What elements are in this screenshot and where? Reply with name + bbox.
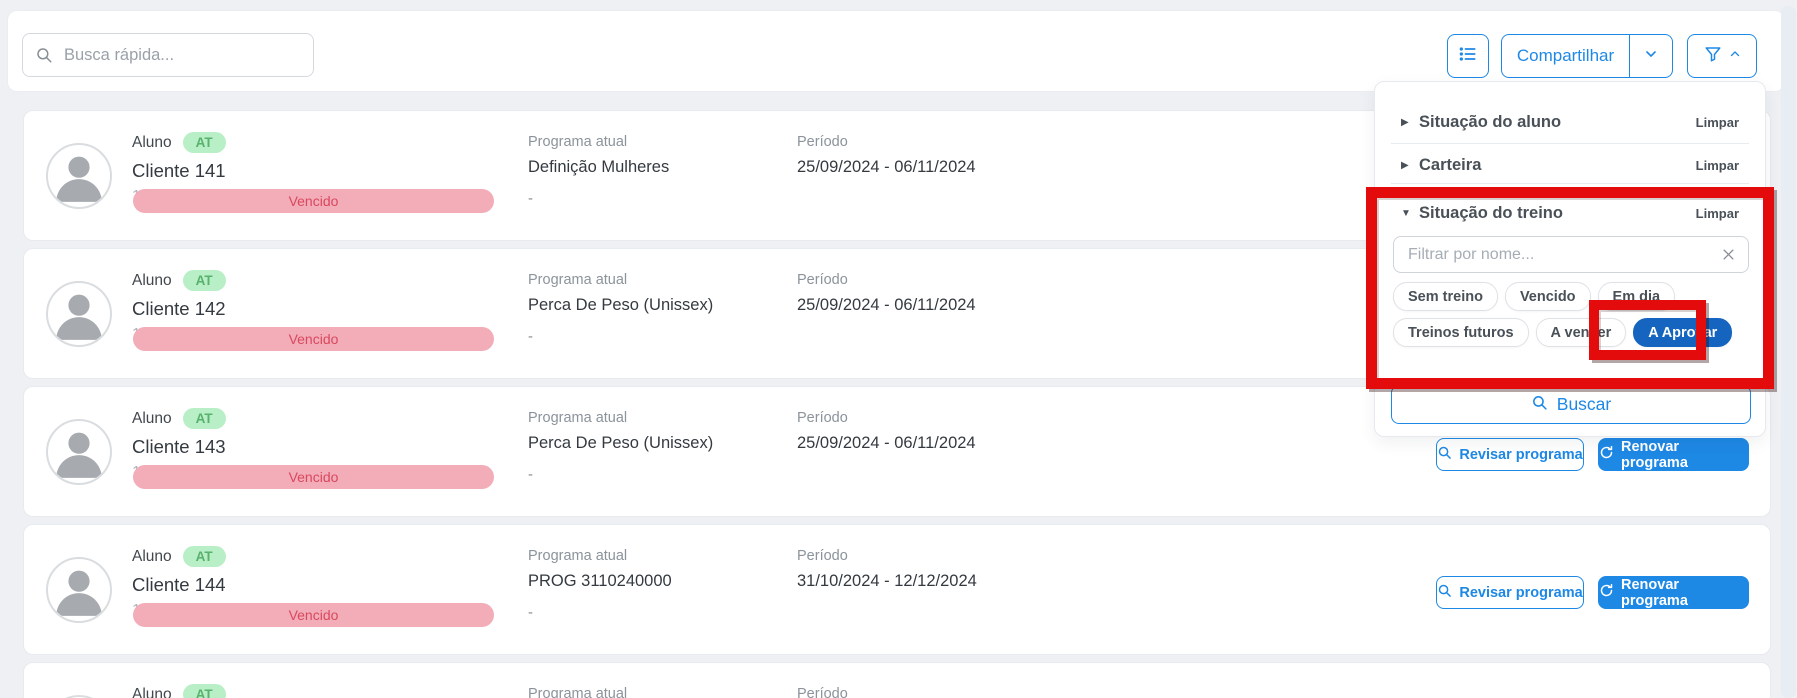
filter-section-carteira[interactable]: ▶ Carteira Limpar xyxy=(1401,155,1739,174)
program-label: Programa atual xyxy=(528,134,628,150)
share-split-button: Compartilhar xyxy=(1501,34,1673,78)
renew-program-button[interactable]: Renovar programa xyxy=(1598,576,1749,609)
annotation-box-a-aprovar xyxy=(1589,300,1706,360)
search-icon xyxy=(1437,583,1452,602)
annotation-box-situacao-treino xyxy=(1366,187,1774,389)
period-label: Período xyxy=(797,686,848,698)
filter-by-name-input[interactable] xyxy=(1406,244,1721,265)
chip-a-vencer[interactable]: A vencer xyxy=(1535,318,1627,347)
clear-link[interactable]: Limpar xyxy=(1695,157,1739,173)
filter-by-name-field[interactable] xyxy=(1393,236,1749,273)
buscar-button[interactable]: Buscar xyxy=(1391,385,1751,424)
avatar xyxy=(46,557,112,623)
status-badge-at: AT xyxy=(182,270,226,291)
review-program-button[interactable]: Revisar programa xyxy=(1436,576,1584,609)
close-icon[interactable] xyxy=(1721,247,1736,262)
chevron-down-icon xyxy=(1643,46,1659,67)
funnel-icon xyxy=(1704,45,1722,68)
avatar xyxy=(46,281,112,347)
refresh-icon xyxy=(1599,445,1614,464)
row-type-label: Aluno xyxy=(132,409,172,427)
period-value: 25/09/2024 - 06/11/2024 xyxy=(797,434,976,452)
program-value: Definição Mulheres xyxy=(528,158,670,176)
period-value: 25/09/2024 - 06/11/2024 xyxy=(797,296,976,314)
row-type-label: Aluno xyxy=(132,547,172,565)
avatar xyxy=(46,143,112,209)
search-icon xyxy=(1437,445,1452,464)
share-button[interactable]: Compartilhar xyxy=(1516,46,1615,65)
client-name: Cliente 142 xyxy=(132,298,226,319)
status-badge-at: AT xyxy=(182,546,226,567)
chevron-right-icon: ▶ xyxy=(1401,159,1409,171)
status-badge-vencido: Vencido xyxy=(133,327,494,351)
client-name: Cliente 141 xyxy=(132,160,226,181)
review-program-button[interactable]: Revisar programa xyxy=(1436,438,1584,471)
period-label: Período xyxy=(797,272,848,288)
period-label: Período xyxy=(797,410,848,426)
status-badge-at: AT xyxy=(182,408,226,429)
status-badge-vencido: Vencido xyxy=(133,465,494,489)
chip-sem-treino[interactable]: Sem treino xyxy=(1393,282,1498,311)
period-label: Período xyxy=(797,548,848,564)
filter-section-situacao-treino[interactable]: ▼ Situação do treino Limpar xyxy=(1401,203,1739,222)
row-type-label: Aluno xyxy=(132,133,172,151)
status-badge-vencido: Vencido xyxy=(133,603,494,627)
scrollbar[interactable] xyxy=(1781,6,1796,698)
status-badge-at: AT xyxy=(182,132,226,153)
training-status-chips: Sem treino Vencido Em dia Treinos futuro… xyxy=(1393,282,1753,347)
chevron-up-icon xyxy=(1729,47,1741,65)
client-name: Cliente 144 xyxy=(132,574,226,595)
quick-search-input[interactable] xyxy=(62,44,301,66)
list-icon xyxy=(1458,44,1478,69)
client-name: Cliente 143 xyxy=(132,436,226,457)
program-sub: - xyxy=(528,190,533,207)
list-view-button[interactable] xyxy=(1447,34,1489,78)
divider xyxy=(1391,183,1749,184)
period-value: 31/10/2024 - 12/12/2024 xyxy=(797,572,977,590)
row-type-label: Aluno xyxy=(132,271,172,289)
period-label: Período xyxy=(797,134,848,150)
search-icon xyxy=(1531,394,1548,416)
row-type-label: Aluno xyxy=(132,685,172,698)
search-icon xyxy=(35,46,53,64)
program-value: Perca De Peso (Unissex) xyxy=(528,296,714,314)
filter-section-situacao-aluno[interactable]: ▶ Situação do aluno Limpar xyxy=(1401,112,1739,131)
clear-link[interactable]: Limpar xyxy=(1695,205,1739,221)
status-badge-at: AT xyxy=(182,684,226,698)
quick-search-field[interactable] xyxy=(22,33,314,77)
chevron-down-icon: ▼ xyxy=(1401,207,1411,219)
program-sub: - xyxy=(528,466,533,483)
program-label: Programa atual xyxy=(528,686,628,698)
clear-link[interactable]: Limpar xyxy=(1695,114,1739,130)
share-dropdown-button[interactable] xyxy=(1629,35,1672,77)
status-badge-vencido: Vencido xyxy=(133,189,494,213)
chip-treinos-futuros[interactable]: Treinos futuros xyxy=(1393,318,1529,347)
chip-vencido[interactable]: Vencido xyxy=(1504,282,1591,311)
filter-toggle-button[interactable] xyxy=(1687,34,1757,78)
avatar xyxy=(46,419,112,485)
divider xyxy=(1391,143,1749,144)
program-value: PROG 3110240000 xyxy=(528,572,672,590)
program-value: Perca De Peso (Unissex) xyxy=(528,434,714,452)
client-row: Aluno AT Programa atual Período xyxy=(23,662,1771,698)
program-label: Programa atual xyxy=(528,548,628,564)
program-label: Programa atual xyxy=(528,410,628,426)
refresh-icon xyxy=(1599,583,1614,602)
program-sub: - xyxy=(528,604,533,621)
period-value: 25/09/2024 - 06/11/2024 xyxy=(797,158,976,176)
program-label: Programa atual xyxy=(528,272,628,288)
renew-program-button[interactable]: Renovar programa xyxy=(1598,438,1749,471)
chevron-right-icon: ▶ xyxy=(1401,116,1409,128)
program-sub: - xyxy=(528,328,533,345)
